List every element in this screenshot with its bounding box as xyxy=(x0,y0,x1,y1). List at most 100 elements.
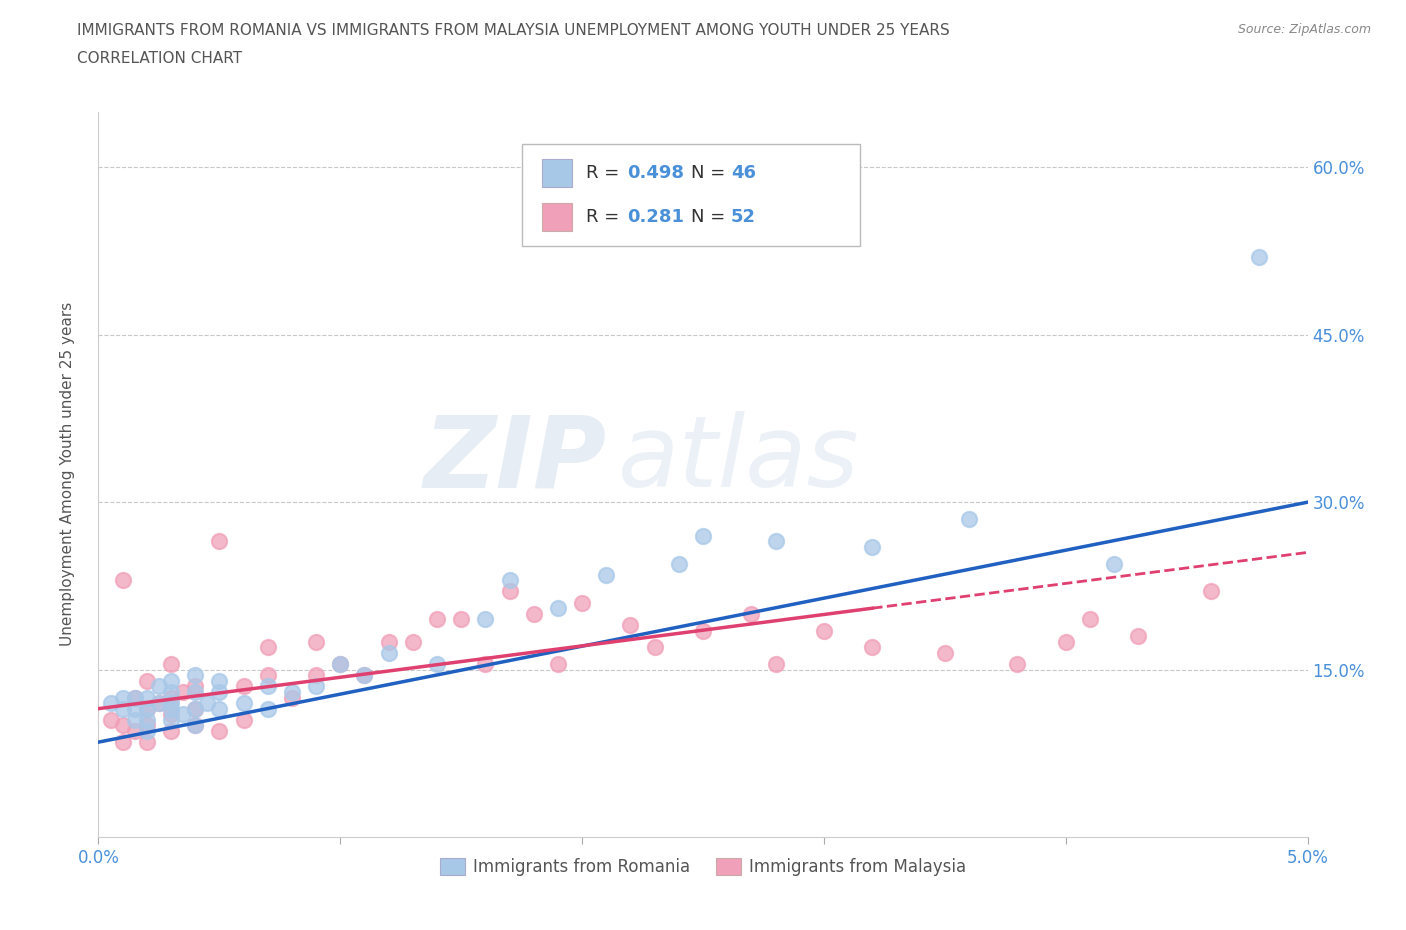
Point xyxy=(1128,629,1150,644)
Point xyxy=(160,696,183,711)
Point xyxy=(256,679,278,694)
Point xyxy=(135,701,157,716)
Point xyxy=(111,701,134,716)
Point xyxy=(195,696,218,711)
Point xyxy=(124,701,146,716)
Text: 46: 46 xyxy=(731,165,756,182)
Point xyxy=(353,668,375,683)
Bar xyxy=(543,203,572,231)
Text: 0.281: 0.281 xyxy=(627,207,683,226)
Text: ZIP: ZIP xyxy=(423,411,606,509)
Point xyxy=(208,701,231,716)
Point xyxy=(135,690,157,705)
Point xyxy=(281,690,304,705)
Point xyxy=(111,718,134,733)
Point xyxy=(1054,634,1077,649)
Point xyxy=(740,606,762,621)
Point xyxy=(668,556,690,571)
Text: IMMIGRANTS FROM ROMANIA VS IMMIGRANTS FROM MALAYSIA UNEMPLOYMENT AMONG YOUTH UND: IMMIGRANTS FROM ROMANIA VS IMMIGRANTS FR… xyxy=(77,23,950,38)
Point xyxy=(111,735,134,750)
Point xyxy=(256,701,278,716)
Point xyxy=(100,712,122,727)
Text: R =: R = xyxy=(586,165,624,182)
Point xyxy=(160,684,183,699)
Point xyxy=(160,707,183,722)
Text: 0.498: 0.498 xyxy=(627,165,683,182)
Point xyxy=(148,679,170,694)
Point xyxy=(377,634,399,649)
Point xyxy=(353,668,375,683)
Point xyxy=(474,612,496,627)
Point xyxy=(305,679,328,694)
Point xyxy=(474,657,496,671)
Text: R =: R = xyxy=(586,207,624,226)
Point xyxy=(148,696,170,711)
Point xyxy=(498,573,520,588)
Point xyxy=(124,712,146,727)
Point xyxy=(498,584,520,599)
Point xyxy=(402,634,425,649)
Point xyxy=(692,528,714,543)
Point xyxy=(160,690,183,705)
Point xyxy=(547,657,569,671)
Text: atlas: atlas xyxy=(619,411,860,509)
Point xyxy=(160,657,183,671)
Point xyxy=(571,595,593,610)
Point xyxy=(1007,657,1029,671)
Point xyxy=(184,718,207,733)
Point xyxy=(256,640,278,655)
Point xyxy=(765,534,787,549)
Point xyxy=(1249,249,1271,264)
Point xyxy=(160,701,183,716)
Point xyxy=(934,645,956,660)
Point xyxy=(305,668,328,683)
Point xyxy=(232,712,254,727)
Text: CORRELATION CHART: CORRELATION CHART xyxy=(77,51,242,66)
FancyBboxPatch shape xyxy=(522,144,860,246)
Point xyxy=(692,623,714,638)
Point xyxy=(135,673,157,688)
Point xyxy=(329,657,352,671)
Point xyxy=(644,640,666,655)
Point xyxy=(160,724,183,738)
Point xyxy=(208,673,231,688)
Point xyxy=(160,712,183,727)
Point xyxy=(208,534,231,549)
Point xyxy=(813,623,835,638)
Point xyxy=(595,567,617,582)
Point xyxy=(124,690,146,705)
Point xyxy=(426,657,449,671)
Point xyxy=(124,690,146,705)
Point xyxy=(184,701,207,716)
Point xyxy=(232,696,254,711)
Point xyxy=(184,718,207,733)
Y-axis label: Unemployment Among Youth under 25 years: Unemployment Among Youth under 25 years xyxy=(60,302,75,646)
Point xyxy=(100,696,122,711)
Point xyxy=(1078,612,1101,627)
Text: N =: N = xyxy=(690,207,731,226)
Point xyxy=(450,612,472,627)
Point xyxy=(135,718,157,733)
Point xyxy=(208,724,231,738)
Point xyxy=(957,512,980,526)
Point xyxy=(619,618,641,632)
Point xyxy=(305,634,328,649)
Text: 52: 52 xyxy=(731,207,756,226)
Point xyxy=(172,684,194,699)
Point xyxy=(765,657,787,671)
Point xyxy=(208,684,231,699)
Point xyxy=(184,679,207,694)
Bar xyxy=(543,159,572,187)
Point xyxy=(329,657,352,671)
Point xyxy=(232,679,254,694)
Point xyxy=(860,539,883,554)
Point xyxy=(160,673,183,688)
Point xyxy=(1102,556,1125,571)
Point xyxy=(111,690,134,705)
Point xyxy=(256,668,278,683)
Point xyxy=(523,606,546,621)
Point xyxy=(184,668,207,683)
Point xyxy=(172,707,194,722)
Point xyxy=(1199,584,1222,599)
Legend: Immigrants from Romania, Immigrants from Malaysia: Immigrants from Romania, Immigrants from… xyxy=(433,852,973,883)
